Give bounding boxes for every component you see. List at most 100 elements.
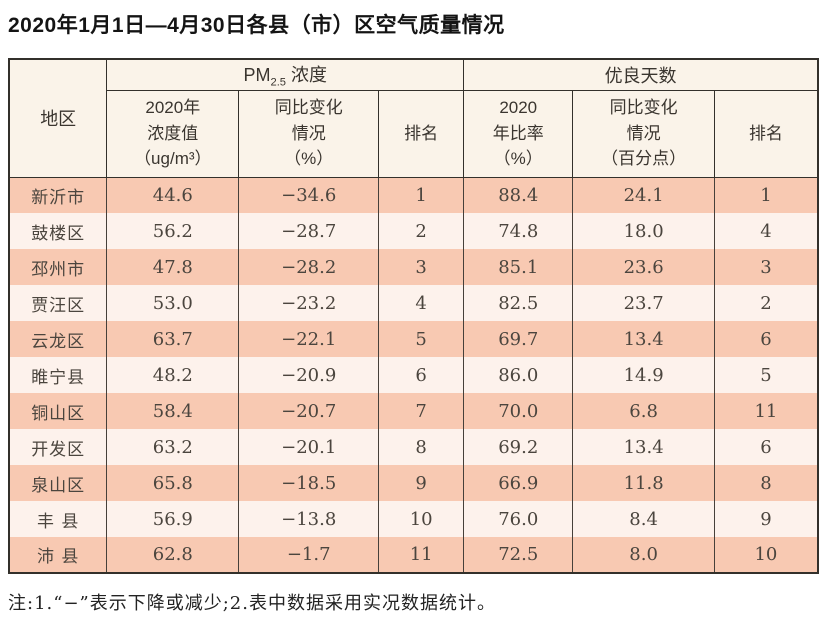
days-ratio-cell: 74.8 (463, 213, 574, 249)
pm-rank-cell: 1 (378, 177, 465, 213)
pm-change-cell: −20.1 (238, 429, 380, 465)
page-title: 2020年1月1日—4月30日各县（市）区空气质量情况 (8, 14, 505, 37)
pm-change-cell: −20.9 (238, 357, 380, 393)
table-row: 睢宁县 48.2 −20.9 6 86.0 14.9 5 (8, 357, 819, 393)
pm-change-cell: −13.8 (238, 501, 380, 537)
region-cell: 泉山区 (8, 465, 108, 501)
region-cell: 丰 县 (8, 501, 108, 537)
pm-change-cell: −1.7 (238, 537, 380, 573)
table-row: 丰 县 56.9 −13.8 10 76.0 8.4 9 (8, 501, 819, 537)
days-rank-cell: 2 (713, 285, 819, 321)
days-rank-cell: 11 (713, 393, 819, 429)
pm-value-cell: 53.0 (106, 285, 240, 321)
pm25-label-prefix: PM (243, 64, 271, 85)
pm-rank-cell: 11 (378, 537, 465, 573)
pm-rank-cell: 10 (378, 501, 465, 537)
days-rank-cell: 6 (713, 321, 819, 357)
footnote: 注:1.“−”表示下降或减少;2.表中数据采用实况数据统计。 (8, 593, 496, 614)
pm25-label-subscript: 2.5 (270, 76, 286, 89)
table-row: 沛 县 62.8 −1.7 11 72.5 8.0 10 (8, 537, 819, 573)
pm-value-cell: 48.2 (106, 357, 240, 393)
region-cell: 贾汪区 (8, 285, 108, 321)
days-ratio-cell: 82.5 (463, 285, 574, 321)
days-change-cell: 6.8 (572, 393, 715, 429)
days-ratio-cell: 70.0 (463, 393, 574, 429)
days-ratio-cell: 72.5 (463, 537, 574, 573)
table-row: 泉山区 65.8 −18.5 9 66.9 11.8 8 (8, 465, 819, 501)
pm-change-cell: −18.5 (238, 465, 380, 501)
region-cell: 开发区 (8, 429, 108, 465)
region-cell: 鼓楼区 (8, 213, 108, 249)
days-change-cell: 13.4 (572, 321, 715, 357)
days-change-cell: 18.0 (572, 213, 715, 249)
days-rank-cell: 4 (713, 213, 819, 249)
pm-change-cell: −20.7 (238, 393, 380, 429)
col-header-region: 地区 (8, 58, 108, 178)
days-ratio-cell: 86.0 (463, 357, 574, 393)
header-sub-row: 2020年 浓度值 （ug/m³） 同比变化 情况 （%） 排名 2020 年比… (9, 89, 819, 178)
days-change-cell: 24.1 (572, 177, 715, 213)
days-ratio-cell: 66.9 (463, 465, 574, 501)
days-rank-cell: 6 (713, 429, 819, 465)
table-row: 开发区 63.2 −20.1 8 69.2 13.4 6 (8, 429, 819, 465)
table-row: 邳州市 47.8 −28.2 3 85.1 23.6 3 (8, 249, 819, 285)
pm-rank-cell: 3 (378, 249, 465, 285)
days-change-cell: 23.7 (572, 285, 715, 321)
col-group-good-days: 优良天数 (463, 58, 819, 91)
col-header-pm-value: 2020年 浓度值 （ug/m³） (106, 89, 240, 178)
pm-value-cell: 47.8 (106, 249, 240, 285)
col-header-pm-change: 同比变化 情况 （%） (238, 89, 380, 178)
days-change-cell: 8.4 (572, 501, 715, 537)
pm-rank-cell: 7 (378, 393, 465, 429)
days-rank-cell: 8 (713, 465, 819, 501)
pm-change-cell: −34.6 (238, 177, 380, 213)
region-cell: 邳州市 (8, 249, 108, 285)
days-ratio-cell: 88.4 (463, 177, 574, 213)
pm-value-cell: 63.2 (106, 429, 240, 465)
days-rank-cell: 3 (713, 249, 819, 285)
days-ratio-cell: 76.0 (463, 501, 574, 537)
pm-value-cell: 56.9 (106, 501, 240, 537)
pm-change-cell: −22.1 (238, 321, 380, 357)
col-header-days-change: 同比变化 情况 （百分点） (572, 89, 715, 178)
region-cell: 云龙区 (8, 321, 108, 357)
pm-rank-cell: 6 (378, 357, 465, 393)
pm-rank-cell: 2 (378, 213, 465, 249)
days-rank-cell: 10 (713, 537, 819, 573)
table-row: 贾汪区 53.0 −23.2 4 82.5 23.7 2 (8, 285, 819, 321)
table-row: 云龙区 63.7 −22.1 5 69.7 13.4 6 (8, 321, 819, 357)
days-change-cell: 8.0 (572, 537, 715, 573)
air-quality-table: 地区 PM2.5 浓度 优良天数 2020年 浓度值 （ug/m³） 同比变化 … (8, 58, 819, 574)
header-group-row: 地区 PM2.5 浓度 优良天数 (8, 58, 819, 178)
pm-value-cell: 58.4 (106, 393, 240, 429)
days-rank-cell: 1 (713, 177, 819, 213)
pm25-label-suffix: 浓度 (286, 64, 328, 85)
pm-rank-cell: 9 (378, 465, 465, 501)
days-rank-cell: 9 (713, 501, 819, 537)
pm-value-cell: 56.2 (106, 213, 240, 249)
days-rank-cell: 5 (713, 357, 819, 393)
pm-value-cell: 65.8 (106, 465, 240, 501)
pm-rank-cell: 4 (378, 285, 465, 321)
pm-change-cell: −28.2 (238, 249, 380, 285)
region-cell: 沛 县 (8, 537, 108, 573)
days-ratio-cell: 69.7 (463, 321, 574, 357)
region-cell: 睢宁县 (8, 357, 108, 393)
pm-value-cell: 63.7 (106, 321, 240, 357)
days-change-cell: 11.8 (572, 465, 715, 501)
pm-rank-cell: 5 (378, 321, 465, 357)
days-change-cell: 23.6 (572, 249, 715, 285)
col-header-days-rank: 排名 (713, 89, 819, 178)
col-header-days-ratio: 2020 年比率 （%） (463, 89, 574, 178)
days-ratio-cell: 85.1 (463, 249, 574, 285)
region-cell: 新沂市 (8, 177, 108, 213)
pm-change-cell: −23.2 (238, 285, 380, 321)
days-change-cell: 13.4 (572, 429, 715, 465)
pm-change-cell: −28.7 (238, 213, 380, 249)
region-cell: 铜山区 (8, 393, 108, 429)
days-ratio-cell: 69.2 (463, 429, 574, 465)
table-row: 新沂市 44.6 −34.6 1 88.4 24.1 1 (8, 177, 819, 213)
pm-value-cell: 62.8 (106, 537, 240, 573)
col-header-pm-rank: 排名 (378, 89, 465, 178)
